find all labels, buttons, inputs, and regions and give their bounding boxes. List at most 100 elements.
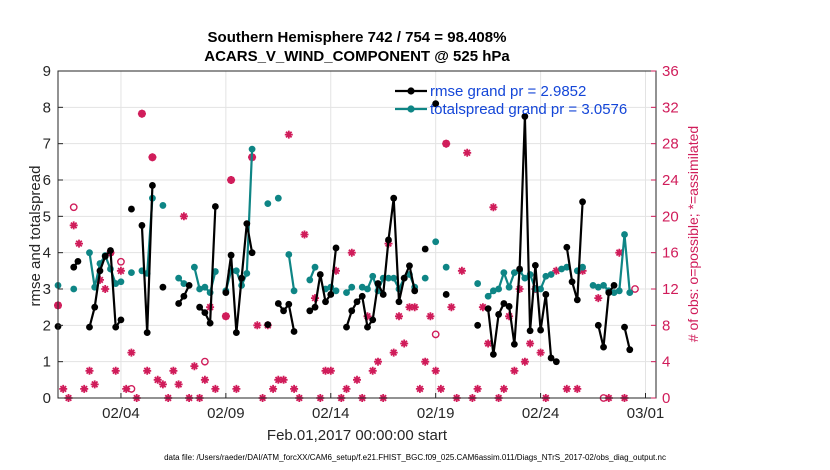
obs-assimilated-marker (436, 384, 445, 393)
spread-point (348, 283, 356, 291)
spread-point (290, 287, 298, 295)
rmse-point (280, 307, 287, 315)
rmse-point (327, 291, 335, 298)
rmse-point (290, 328, 298, 335)
obs-assimilated-marker (279, 375, 288, 384)
rmse-point (274, 300, 282, 307)
x-tick-label: 02/09 (207, 405, 245, 422)
spread-point (385, 274, 392, 282)
obs-assimilated-marker (211, 384, 220, 393)
spread-point (175, 274, 183, 282)
obs-assimilated-marker (520, 357, 529, 366)
spread-point (117, 278, 125, 286)
rmse-point (400, 274, 408, 282)
spread-point (332, 287, 340, 295)
spread-point (274, 194, 282, 202)
rmse-point (505, 303, 513, 310)
obs-assimilated-marker (232, 384, 241, 393)
spread-point (311, 263, 319, 271)
obs-assimilated-marker (75, 239, 83, 248)
obs-assimilated-marker (489, 203, 498, 212)
obs-assimilated-marker (484, 339, 493, 348)
rmse-point (573, 296, 581, 304)
rmse-point (526, 327, 534, 335)
spread-point (86, 249, 93, 257)
obs-assimilated-marker (515, 285, 524, 293)
rmse-point (138, 222, 146, 229)
obs-assimilated-marker (269, 384, 278, 393)
rmse-point (579, 198, 586, 206)
y-left-tick-label: 1 (43, 354, 51, 371)
obs-assimilated-marker (505, 312, 514, 321)
rmse-point (594, 321, 602, 329)
spread-point (442, 263, 450, 271)
rmse-point (128, 205, 135, 213)
y-right-tick-label: 4 (662, 354, 670, 371)
obs-assimilated-marker (326, 366, 335, 375)
spread-point (510, 269, 518, 277)
obs-assimilated-marker (274, 375, 283, 384)
y-right-tick-label: 36 (662, 63, 679, 80)
spread-point (285, 251, 293, 258)
rmse-point (432, 100, 440, 108)
obs-possible-marker (69, 203, 78, 212)
rmse-point (211, 203, 219, 210)
obs-assimilated-marker (389, 348, 398, 357)
rmse-point (510, 340, 518, 348)
rmse-segment (565, 201, 584, 301)
rmse-point (306, 307, 314, 315)
obs-assimilated-marker (363, 312, 372, 321)
spread-point (432, 238, 440, 246)
spread-point (201, 283, 209, 291)
y-left-tick-label: 8 (43, 99, 51, 116)
obs-assimilated-marker (573, 384, 582, 393)
y-right-tick-label: 8 (662, 317, 670, 334)
spread-point (621, 231, 628, 238)
obs-assimilated-marker (410, 303, 419, 312)
spread-point (521, 274, 529, 282)
y-left-tick-label: 9 (43, 63, 51, 80)
spread-point (600, 281, 607, 289)
obs-assimilated-marker (96, 275, 104, 284)
spread-point (589, 281, 597, 289)
rmse-point (322, 298, 329, 306)
rmse-point (206, 319, 214, 327)
rmse-point (149, 182, 156, 189)
spread-point (343, 289, 350, 297)
rmse-point (232, 329, 240, 336)
obs-assimilated-marker (353, 375, 361, 384)
y-left-tick-label: 7 (43, 136, 51, 153)
obs-assimilated-marker (405, 303, 414, 312)
y-left-tick-label: 2 (43, 317, 51, 334)
rmse-point (484, 305, 492, 313)
spread-point (390, 274, 398, 282)
rmse-point (406, 262, 413, 270)
spread-point (500, 269, 508, 277)
obs-assimilated-marker (447, 303, 456, 312)
spread-point (248, 145, 256, 153)
y-right-tick-label: 16 (662, 245, 679, 262)
spread-point (495, 285, 503, 293)
y-left-tick-label: 4 (43, 245, 51, 262)
obs-assimilated-marker (332, 266, 340, 275)
y-right-tick-label: 20 (662, 208, 679, 225)
spread-point (364, 285, 371, 293)
obs-possible-marker (200, 357, 209, 366)
rmse-point (358, 292, 366, 300)
obs-assimilated-marker (179, 212, 188, 221)
x-tick-label: 02/19 (417, 405, 455, 422)
rmse-point (175, 300, 183, 307)
y-left-tick-label: 3 (43, 281, 51, 298)
spread-point (369, 272, 377, 280)
chart-title-line1: Southern Hemisphere 742 / 754 = 98.408% (208, 29, 507, 46)
obs-assimilated-marker (342, 384, 351, 393)
obs-assimilated-marker (80, 384, 89, 393)
footer-data-file: data file: /Users/raeder/DAI/ATM_forcXX/… (164, 453, 666, 462)
rmse-point (547, 354, 555, 362)
obs-assimilated-marker (463, 148, 472, 157)
rmse-point (500, 300, 508, 307)
spread-point (306, 276, 314, 284)
rmse-point (311, 303, 319, 311)
obs-assimilated-marker (290, 384, 299, 393)
